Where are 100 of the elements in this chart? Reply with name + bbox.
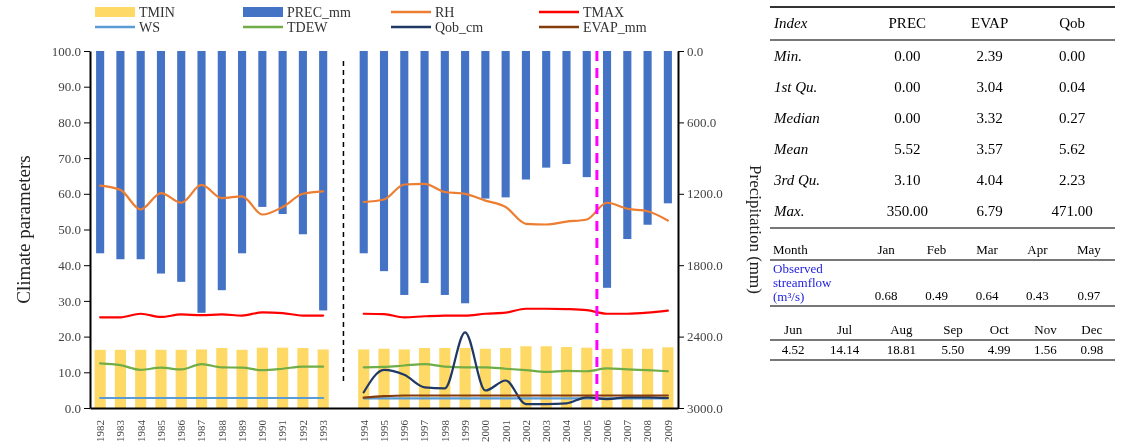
x-tick-label: 1990 (256, 419, 269, 442)
text: 350.00 (864, 196, 951, 228)
text: Index (770, 7, 865, 40)
y-tick-label: 40.0 (58, 257, 81, 273)
text: Jun (770, 321, 817, 340)
bar (521, 51, 530, 180)
y-tick-label: 20.0 (58, 329, 81, 345)
text: 0.43 (1012, 260, 1063, 306)
text: 0.00 (1057, 47, 1087, 66)
text: 0.04 (1057, 78, 1087, 97)
text: Aug (873, 321, 930, 340)
text: 3.32 (975, 109, 1004, 128)
text: Qob (1029, 7, 1115, 40)
y-tick-label: 100.0 (51, 43, 81, 59)
text: 4.52 (770, 340, 817, 360)
text: Oct (976, 321, 1023, 340)
text: 2.23 (1057, 171, 1087, 190)
text: Dec (1068, 321, 1115, 340)
text: 3.04 (975, 78, 1004, 97)
bar (643, 51, 652, 225)
y-tick-label: 90.0 (58, 79, 81, 95)
bar (319, 51, 328, 311)
text: 2.39 (975, 47, 1004, 66)
bar (623, 51, 632, 240)
text: Feb (911, 241, 962, 260)
bar (177, 51, 186, 282)
text: 14.14 (816, 340, 874, 360)
bar (197, 51, 206, 313)
bar (258, 51, 267, 207)
bar (582, 51, 591, 178)
bar (562, 51, 571, 165)
text: 0.00 (893, 78, 922, 97)
y2-tick-label: 1800.0 (687, 257, 723, 273)
bar (602, 51, 612, 288)
y2-tick-label: 600.0 (687, 115, 717, 131)
text: 4.99 (976, 340, 1023, 360)
text: 0.27 (1057, 109, 1087, 128)
y-tick-label: 0.0 (64, 400, 81, 416)
text: Month (770, 241, 861, 260)
text: 0.68 (861, 260, 912, 306)
text: 0.98 (1068, 340, 1115, 360)
bar (136, 51, 145, 260)
bar (481, 51, 490, 199)
x-tick-label: 1986 (175, 419, 188, 442)
x-tick-label: 1993 (317, 419, 330, 442)
y-axis-title: Climate parameters (13, 155, 34, 304)
text: 6.79 (950, 196, 1030, 228)
x-tick-label: 1982 (93, 420, 106, 442)
text: May (1062, 241, 1115, 260)
bar (96, 51, 105, 254)
x-tick-label: 2002 (519, 420, 532, 442)
y2-tick-label: 0.0 (687, 43, 704, 59)
x-tick-label: 2006 (600, 419, 613, 442)
text: 0.49 (911, 260, 962, 306)
x-tick-label: 1996 (398, 419, 411, 442)
text: 18.81 (873, 340, 930, 360)
text: PREC (864, 7, 951, 40)
x-tick-label: 1997 (418, 419, 431, 442)
bar (298, 51, 307, 235)
x-tick-label: 1999 (458, 419, 471, 442)
bar (461, 51, 470, 304)
text: Min. (773, 47, 803, 66)
x-tick-label: 1987 (195, 419, 208, 442)
x-tick-label: 2008 (641, 419, 654, 442)
bar (400, 51, 409, 295)
bar (501, 51, 510, 198)
bar (217, 51, 226, 291)
y-tick-label: 30.0 (58, 293, 81, 309)
x-tick-label: 2009 (661, 419, 674, 442)
text: 471.00 (1029, 196, 1115, 228)
text: 5.62 (1057, 140, 1087, 159)
bar (238, 51, 247, 254)
x-tick-label: 2005 (580, 419, 593, 442)
legend-label: PREC_mm (287, 4, 351, 20)
y2-tick-label: 3000.0 (687, 400, 723, 416)
bar (440, 51, 449, 295)
y-tick-label: 10.0 (58, 364, 81, 380)
bar (278, 51, 287, 215)
text: EVAP (950, 7, 1030, 40)
text: 4.04 (975, 171, 1004, 190)
x-tick-label: 2004 (560, 419, 573, 442)
text: Jan (861, 241, 912, 260)
text: Sep (929, 321, 977, 340)
x-tick-label: 2007 (621, 419, 634, 442)
text: Observed streamflow (m³/s) (770, 260, 861, 306)
text: 1.56 (1022, 340, 1069, 360)
y-tick-label: 50.0 (58, 222, 81, 238)
x-tick-label: 1983 (114, 419, 127, 442)
y2-tick-label: 2400.0 (687, 329, 723, 345)
y2-tick-label: 1200.0 (687, 186, 723, 202)
text: Mar (961, 241, 1013, 260)
legend-label: TDEW (287, 19, 329, 35)
y-tick-label: 70.0 (58, 150, 81, 166)
bar (379, 51, 389, 272)
text: Median (773, 109, 821, 128)
text: 3.10 (893, 171, 922, 190)
text: 3rd Qu. (773, 171, 822, 190)
text: 0.97 (1062, 260, 1115, 306)
bar (542, 51, 551, 168)
text: Nov (1022, 321, 1069, 340)
